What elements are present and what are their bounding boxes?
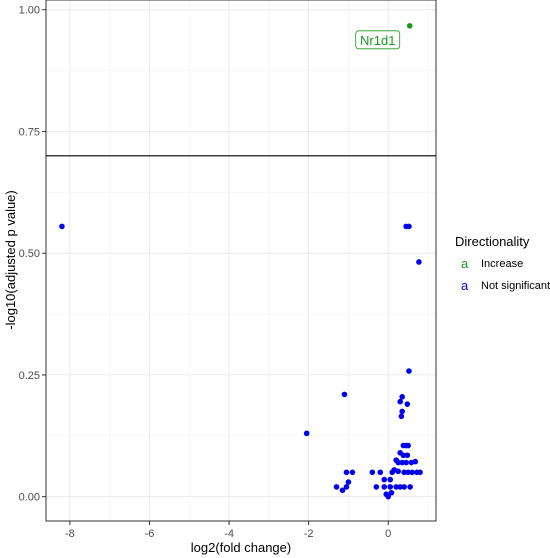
y-tick-label: 0.75 xyxy=(19,126,40,138)
panel-background xyxy=(46,0,436,521)
data-point xyxy=(399,459,405,466)
data-point xyxy=(395,468,401,475)
x-tick-label: -4 xyxy=(224,528,234,540)
data-point xyxy=(406,368,412,374)
data-point xyxy=(406,23,413,29)
data-point xyxy=(369,469,376,476)
legend: Directionality a Increase a Not significant xyxy=(455,234,550,293)
legend-entries: a Increase a Not significant xyxy=(461,256,550,293)
data-point xyxy=(343,469,350,476)
data-point xyxy=(397,398,403,405)
data-point xyxy=(387,484,394,490)
data-point xyxy=(397,484,403,490)
y-tick-label: 1.00 xyxy=(19,5,40,17)
data-point xyxy=(399,408,405,415)
data-point xyxy=(59,223,65,230)
data-point xyxy=(349,469,356,476)
data-point xyxy=(401,469,407,476)
data-point xyxy=(393,484,400,490)
data-point xyxy=(417,469,423,476)
y-tick-label: 0.25 xyxy=(19,370,40,382)
data-point xyxy=(398,413,405,420)
legend-label: Increase xyxy=(481,258,523,270)
legend-key-glyph: a xyxy=(461,256,469,271)
legend-title: Directionality xyxy=(455,234,530,249)
legend-key-glyph: a xyxy=(461,278,469,293)
point-annotations: Nr1d1 xyxy=(355,30,401,50)
major-gridlines xyxy=(46,0,436,521)
data-point xyxy=(333,484,340,490)
x-tick-label: 0 xyxy=(385,528,391,540)
minor-gridlines xyxy=(46,0,436,521)
x-tick-label: -6 xyxy=(145,528,155,540)
legend-label: Not significant xyxy=(481,280,550,292)
data-point xyxy=(387,476,394,483)
data-point xyxy=(345,479,352,485)
y-axis-title: -log10(adjusted p value) xyxy=(3,190,18,329)
y-tick-label: 0.00 xyxy=(19,492,40,504)
data-point xyxy=(395,459,401,466)
data-point xyxy=(405,442,411,449)
data-point xyxy=(303,430,310,437)
data-point xyxy=(343,484,350,490)
data-point xyxy=(407,484,413,490)
y-tick-label: 0.50 xyxy=(19,248,40,260)
annotation-label-box xyxy=(355,30,401,50)
x-axis-ticks: -8 -6 -4 -2 0 xyxy=(65,521,391,540)
panel-border xyxy=(45,0,437,522)
data-point xyxy=(339,487,346,494)
data-point xyxy=(403,459,409,466)
data-point xyxy=(401,484,407,490)
data-point xyxy=(341,391,348,398)
data-point xyxy=(373,484,380,490)
data-point xyxy=(409,469,415,476)
data-point xyxy=(406,223,412,230)
x-axis-title: log2(fold change) xyxy=(191,540,291,555)
annotation-label: Nr1d1 xyxy=(360,33,395,48)
data-points xyxy=(59,23,423,500)
data-point xyxy=(381,484,388,490)
data-point xyxy=(388,489,395,496)
y-axis-ticks: 0.00 0.25 0.50 0.75 1.00 xyxy=(19,5,46,504)
data-point xyxy=(381,476,388,483)
data-point xyxy=(404,401,411,407)
x-tick-label: -2 xyxy=(304,528,314,540)
data-point xyxy=(400,452,407,459)
data-point xyxy=(404,452,411,459)
x-tick-label: -8 xyxy=(65,528,75,540)
data-point xyxy=(377,469,384,476)
data-point xyxy=(412,458,419,465)
data-point xyxy=(405,469,411,476)
data-point xyxy=(385,493,392,500)
data-point xyxy=(399,394,405,400)
data-point xyxy=(416,259,422,265)
